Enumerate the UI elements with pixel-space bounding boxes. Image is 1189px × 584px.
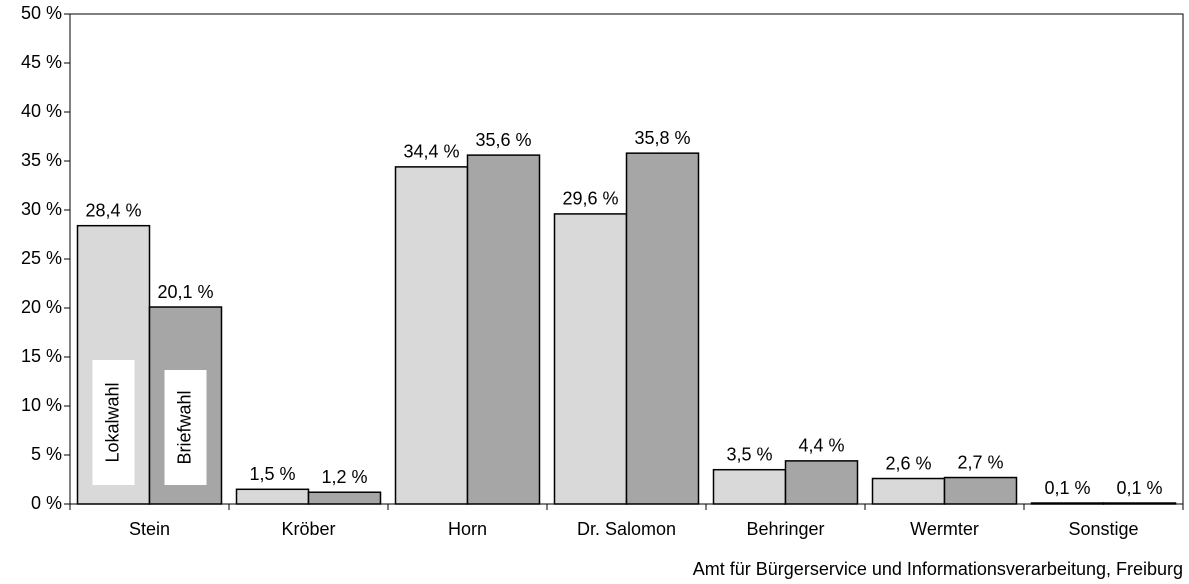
value-label: 2,6 % [885, 453, 931, 473]
y-tick-label: 20 % [21, 297, 62, 317]
legend-box [164, 370, 207, 485]
value-label: 2,7 % [957, 452, 1003, 472]
y-tick-label: 40 % [21, 101, 62, 121]
source: Amt für Bürgerservice und Informationsve… [693, 559, 1183, 579]
bar [943, 476, 1018, 505]
bar [394, 166, 469, 505]
value-label: 35,6 % [475, 130, 531, 150]
value-label: 34,4 % [403, 142, 459, 162]
x-tick-label: Horn [448, 519, 487, 539]
y-tick-label: 0 % [31, 493, 62, 513]
value-label: 3,5 % [726, 444, 772, 464]
y-tick-label: 15 % [21, 346, 62, 366]
x-tick-label: Wermter [910, 519, 979, 539]
bar [1030, 502, 1105, 505]
value-label: 28,4 % [85, 200, 141, 220]
y-tick-label: 25 % [21, 248, 62, 268]
x-tick-label: Behringer [746, 519, 824, 539]
value-label: 35,8 % [634, 128, 690, 148]
value-label: 0,1 % [1044, 478, 1090, 498]
value-label: 1,2 % [321, 467, 367, 487]
bar [871, 477, 946, 505]
value-label: 0,1 % [1116, 478, 1162, 498]
y-tick-label: 35 % [21, 150, 62, 170]
value-label: 29,6 % [562, 189, 618, 209]
value-label: 20,1 % [157, 282, 213, 302]
y-tick-label: 45 % [21, 52, 62, 72]
y-tick-label: 10 % [21, 395, 62, 415]
y-tick-label: 50 % [21, 3, 62, 23]
bar [235, 488, 310, 505]
x-tick-label: Sonstige [1068, 519, 1138, 539]
y-tick-label: 5 % [31, 444, 62, 464]
x-tick-label: Kröber [281, 519, 335, 539]
x-tick-label: Dr. Salomon [577, 519, 676, 539]
bar [712, 468, 787, 505]
bar [553, 213, 628, 505]
legend-box [92, 360, 135, 485]
legend-label: Briefwahl [174, 390, 194, 464]
bar [307, 491, 382, 505]
y-tick-label: 30 % [21, 199, 62, 219]
bar [784, 460, 859, 505]
bar [466, 154, 541, 505]
bar [625, 152, 700, 505]
bar [1102, 502, 1177, 505]
value-label: 1,5 % [249, 464, 295, 484]
x-tick-label: Stein [129, 519, 170, 539]
legend-label: Lokalwahl [102, 382, 122, 462]
value-label: 4,4 % [798, 436, 844, 456]
